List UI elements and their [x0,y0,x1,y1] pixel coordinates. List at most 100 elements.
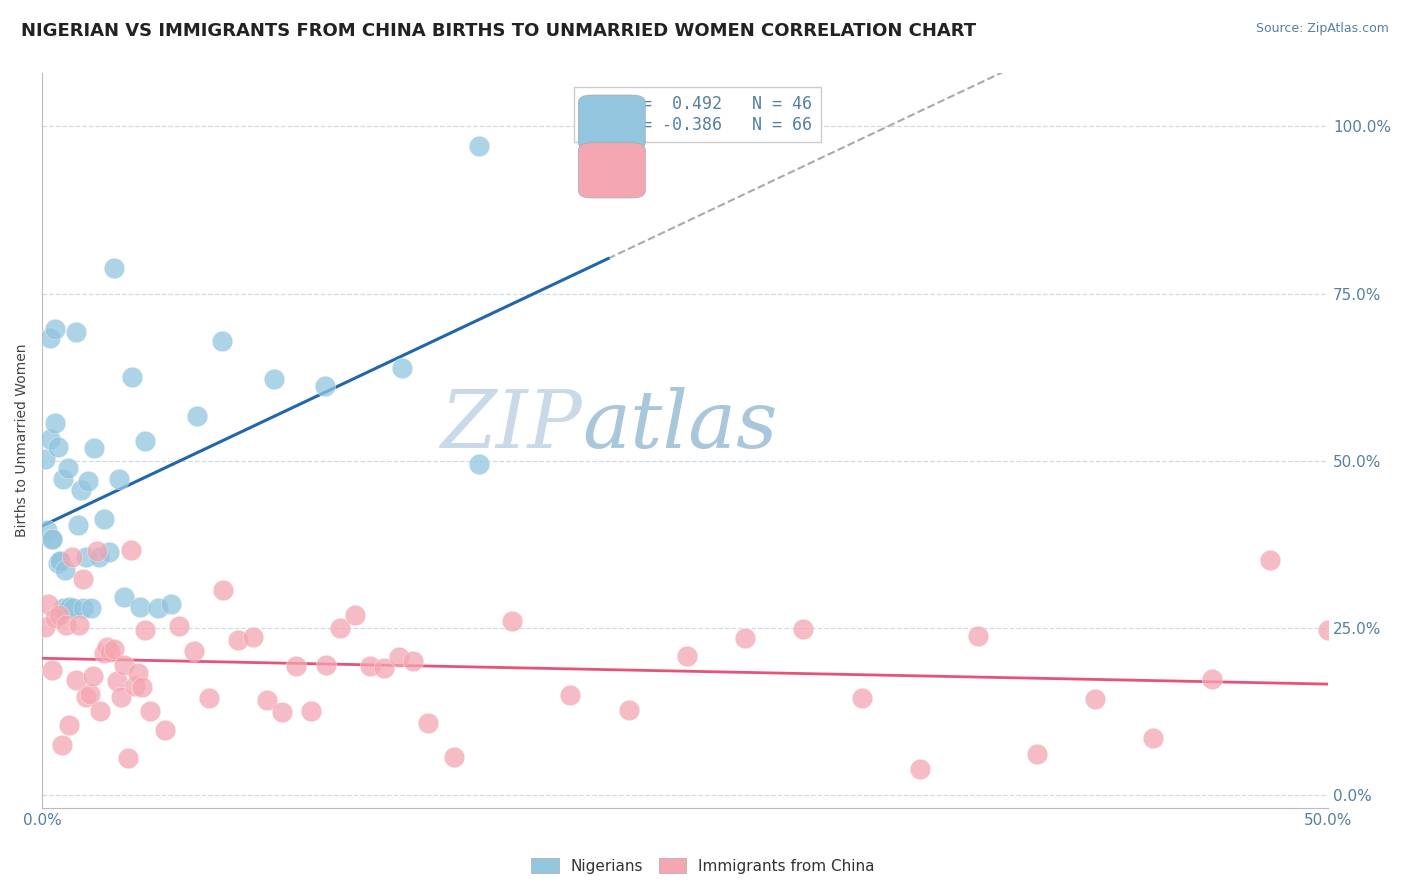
Point [402,654,425,668]
Point [468,139,491,153]
Point [792,622,814,636]
Point [103,642,125,657]
Point [59,599,82,614]
Point [37,524,59,538]
Point [86,544,108,558]
Point [72,572,94,586]
FancyBboxPatch shape [578,95,645,150]
FancyBboxPatch shape [578,143,645,198]
Point [52,600,75,615]
Point [560,688,582,702]
Point [908,762,931,776]
Text: R =  0.492   N = 46
    R = -0.386   N = 66: R = 0.492 N = 46 R = -0.386 N = 66 [582,95,813,134]
Point [468,457,491,471]
Point [1317,624,1340,638]
Point [501,614,523,628]
Text: ZIP: ZIP [440,387,582,465]
Point [139,704,162,718]
Point [100,644,122,658]
Y-axis label: Births to Unmarried Women: Births to Unmarried Women [15,343,30,537]
Point [44,610,66,624]
Point [617,703,640,717]
Point [108,472,131,486]
Point [41,532,63,546]
Point [388,650,411,665]
Point [98,545,121,559]
Point [329,621,352,635]
Point [80,600,103,615]
Point [443,749,465,764]
Point [131,681,153,695]
Point [734,632,756,646]
Point [38,331,60,345]
Point [121,370,143,384]
Point [1025,747,1047,761]
Point [676,649,699,664]
Point [55,618,77,632]
Point [58,717,80,731]
Point [117,751,139,765]
Point [65,325,87,339]
Point [212,583,235,598]
Point [72,600,94,615]
Point [197,691,219,706]
Point [211,334,233,348]
Point [49,554,72,568]
Point [56,600,79,615]
Point [159,597,181,611]
Text: Source: ZipAtlas.com: Source: ZipAtlas.com [1256,22,1389,36]
Point [134,434,156,448]
Point [67,617,90,632]
Point [314,379,336,393]
Point [124,679,146,693]
Point [52,472,75,486]
Point [120,543,142,558]
Point [46,556,69,570]
Point [299,704,322,718]
Point [110,690,132,705]
Point [53,563,76,577]
Point [263,372,285,386]
Point [169,619,191,633]
Point [343,607,366,622]
Point [69,483,91,497]
Point [391,361,413,376]
Point [65,673,87,687]
Point [373,661,395,675]
Text: atlas: atlas [582,387,778,465]
Point [41,663,63,677]
Point [62,600,84,615]
Point [186,409,208,423]
Point [1201,672,1223,686]
Point [112,657,135,672]
Point [87,550,110,565]
Point [77,474,100,488]
Point [41,532,63,546]
Point [79,687,101,701]
Legend: Nigerians, Immigrants from China: Nigerians, Immigrants from China [524,852,882,880]
Point [62,549,84,564]
Point [242,630,264,644]
Point [53,600,76,615]
Point [96,640,118,654]
Point [851,690,873,705]
Point [83,441,105,455]
Point [93,646,115,660]
Point [34,620,56,634]
Point [34,451,56,466]
Text: NIGERIAN VS IMMIGRANTS FROM CHINA BIRTHS TO UNMARRIED WOMEN CORRELATION CHART: NIGERIAN VS IMMIGRANTS FROM CHINA BIRTHS… [21,22,976,40]
Point [75,690,97,705]
Point [1258,553,1281,567]
Point [127,666,149,681]
Point [48,607,70,622]
Point [226,633,249,648]
Point [270,706,292,720]
Point [44,322,66,336]
Point [46,440,69,454]
Point [359,659,381,673]
Point [103,260,125,275]
Point [105,673,128,688]
Point [967,629,990,643]
Point [183,643,205,657]
Point [256,693,278,707]
